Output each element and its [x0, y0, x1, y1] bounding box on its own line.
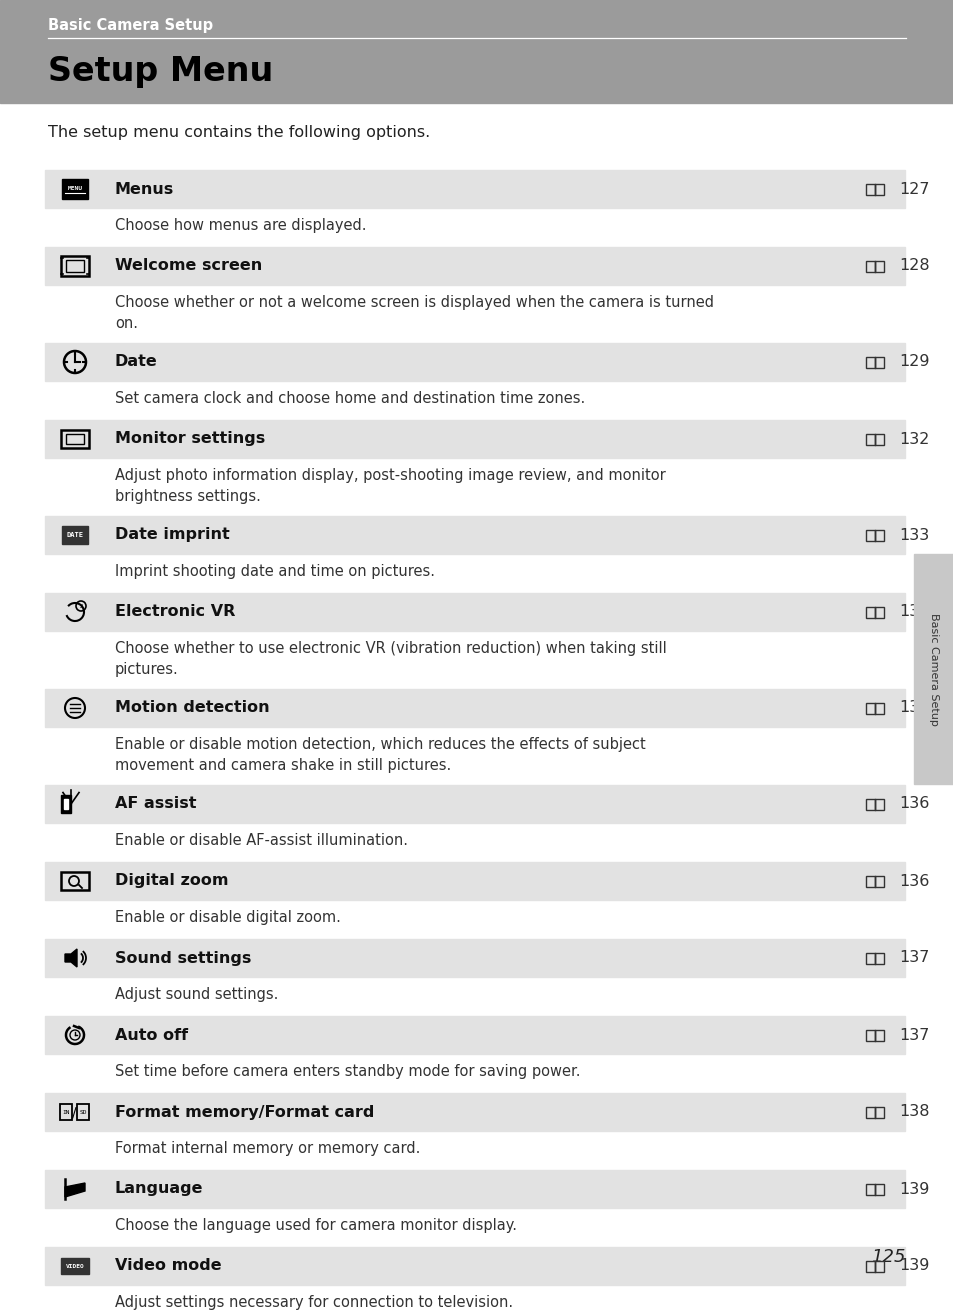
Text: 135: 135 [898, 700, 928, 716]
Text: Welcome screen: Welcome screen [115, 259, 262, 273]
Text: MENU: MENU [68, 185, 82, 191]
Bar [45, 170, 904, 208]
Text: VIDEO: VIDEO [66, 1264, 84, 1268]
Text: Set camera clock and choose home and destination time zones.: Set camera clock and choose home and des… [115, 392, 584, 406]
Bar [45, 940, 904, 978]
Bar [45, 1169, 904, 1208]
Text: Adjust sound settings.: Adjust sound settings. [115, 987, 278, 1003]
Text: 139: 139 [898, 1259, 928, 1273]
Bar [45, 1247, 904, 1285]
Text: Menus: Menus [115, 181, 174, 197]
Text: Adjust photo information display, post-shooting image review, and monitor
bright: Adjust photo information display, post-s… [115, 468, 665, 505]
Bar [45, 784, 904, 823]
Text: Video mode: Video mode [115, 1259, 221, 1273]
Bar [45, 862, 904, 900]
Text: Auto off: Auto off [115, 1028, 188, 1042]
Text: Enable or disable AF-assist illumination.: Enable or disable AF-assist illumination… [115, 833, 408, 848]
Text: Choose the language used for camera monitor display.: Choose the language used for camera moni… [115, 1218, 517, 1233]
Text: Set time before camera enters standby mode for saving power.: Set time before camera enters standby mo… [115, 1064, 579, 1079]
Text: Format memory/Format card: Format memory/Format card [115, 1105, 374, 1120]
Text: /: / [71, 1105, 76, 1120]
Text: Motion detection: Motion detection [115, 700, 270, 716]
Text: Choose whether or not a welcome screen is displayed when the camera is turned
on: Choose whether or not a welcome screen i… [115, 296, 713, 331]
Polygon shape [65, 949, 77, 967]
Text: Choose whether to use electronic VR (vibration reduction) when taking still
pict: Choose whether to use electronic VR (vib… [115, 641, 666, 677]
Bar [61, 256, 89, 276]
Text: 129: 129 [898, 355, 928, 369]
Text: Basic Camera Setup: Basic Camera Setup [928, 612, 938, 725]
Text: 136: 136 [898, 796, 928, 812]
Bar [45, 689, 904, 727]
Text: 127: 127 [898, 181, 928, 197]
Polygon shape [65, 1183, 85, 1197]
Bar [45, 593, 904, 631]
Text: 138: 138 [898, 1105, 928, 1120]
Text: Adjust settings necessary for connection to television.: Adjust settings necessary for connection… [115, 1296, 513, 1310]
Text: 128: 128 [898, 259, 928, 273]
Bar [45, 247, 904, 285]
Text: IN: IN [62, 1109, 70, 1114]
Text: Sound settings: Sound settings [115, 950, 251, 966]
Text: Date: Date [115, 355, 157, 369]
Bar [61, 795, 71, 813]
Text: 133: 133 [898, 527, 928, 543]
Text: 2: 2 [79, 603, 83, 608]
Text: 132: 132 [898, 431, 928, 447]
Text: 137: 137 [898, 1028, 928, 1042]
Text: Format internal memory or memory card.: Format internal memory or memory card. [115, 1141, 420, 1156]
Bar [64, 799, 68, 809]
Text: The setup menu contains the following options.: The setup menu contains the following op… [48, 125, 430, 141]
Text: Enable or disable motion detection, which reduces the effects of subject
movemen: Enable or disable motion detection, whic… [115, 737, 645, 773]
Bar [61, 872, 89, 890]
Text: Setup Menu: Setup Menu [48, 55, 273, 88]
Text: 136: 136 [898, 874, 928, 888]
Bar [77, 1104, 89, 1120]
Bar [45, 420, 904, 459]
Text: Digital zoom: Digital zoom [115, 874, 229, 888]
Text: Imprint shooting date and time on pictures.: Imprint shooting date and time on pictur… [115, 564, 435, 579]
Bar [62, 179, 88, 198]
Text: DATE: DATE [67, 532, 84, 537]
Text: Language: Language [115, 1181, 203, 1197]
Bar [62, 526, 88, 544]
Text: 125: 125 [871, 1248, 905, 1265]
Text: Choose how menus are displayed.: Choose how menus are displayed. [115, 218, 366, 233]
Text: 134: 134 [898, 604, 928, 619]
Text: Monitor settings: Monitor settings [115, 431, 265, 447]
Bar [913, 555, 953, 784]
Bar [61, 430, 89, 448]
Text: Enable or disable digital zoom.: Enable or disable digital zoom. [115, 911, 340, 925]
Text: SD: SD [79, 1109, 87, 1114]
Bar [66, 260, 84, 272]
Bar [66, 434, 84, 444]
Text: AF assist: AF assist [115, 796, 196, 812]
Text: Date imprint: Date imprint [115, 527, 230, 543]
Bar [0, 0, 953, 102]
Text: 139: 139 [898, 1181, 928, 1197]
Bar [45, 516, 904, 555]
Bar [45, 1016, 904, 1054]
Bar [45, 1093, 904, 1131]
Text: 137: 137 [898, 950, 928, 966]
Bar [45, 343, 904, 381]
Bar [60, 1104, 71, 1120]
Bar [61, 1257, 89, 1275]
Text: Basic Camera Setup: Basic Camera Setup [48, 18, 213, 33]
Text: Electronic VR: Electronic VR [115, 604, 235, 619]
